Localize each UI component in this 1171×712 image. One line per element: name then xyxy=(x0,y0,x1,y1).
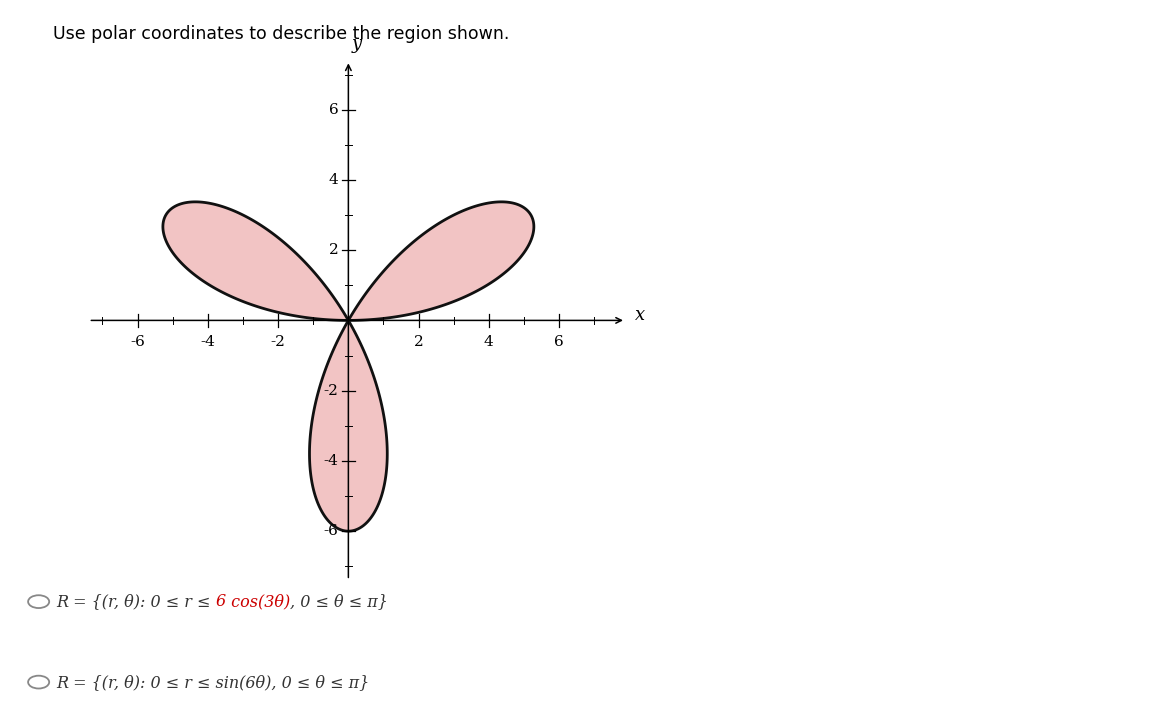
Text: 2: 2 xyxy=(329,244,338,257)
Text: , 0 ≤ θ ≤ π}: , 0 ≤ θ ≤ π} xyxy=(290,593,388,610)
Polygon shape xyxy=(349,202,534,320)
Text: Use polar coordinates to describe the region shown.: Use polar coordinates to describe the re… xyxy=(53,25,509,43)
Text: R = {(r, θ): 0 ≤ r ≤ sin(6θ), 0 ≤ θ ≤ π}: R = {(r, θ): 0 ≤ r ≤ sin(6θ), 0 ≤ θ ≤ π} xyxy=(56,674,370,691)
Text: cos(3θ): cos(3θ) xyxy=(226,593,290,610)
Text: -4: -4 xyxy=(200,335,215,349)
Text: 2: 2 xyxy=(413,335,424,349)
Text: y: y xyxy=(352,36,362,53)
Text: x: x xyxy=(635,306,645,324)
Text: R = {(r, θ): 0 ≤ r ≤: R = {(r, θ): 0 ≤ r ≤ xyxy=(56,593,215,610)
Text: -6: -6 xyxy=(323,524,338,538)
Text: -6: -6 xyxy=(130,335,145,349)
Text: 6: 6 xyxy=(215,593,226,610)
Text: -2: -2 xyxy=(271,335,286,349)
Text: 6: 6 xyxy=(329,103,338,117)
Text: 4: 4 xyxy=(484,335,494,349)
Text: -4: -4 xyxy=(323,454,338,468)
Text: 6: 6 xyxy=(554,335,564,349)
Text: 4: 4 xyxy=(329,173,338,187)
Polygon shape xyxy=(309,320,388,531)
Text: -2: -2 xyxy=(323,384,338,397)
Polygon shape xyxy=(163,202,348,320)
